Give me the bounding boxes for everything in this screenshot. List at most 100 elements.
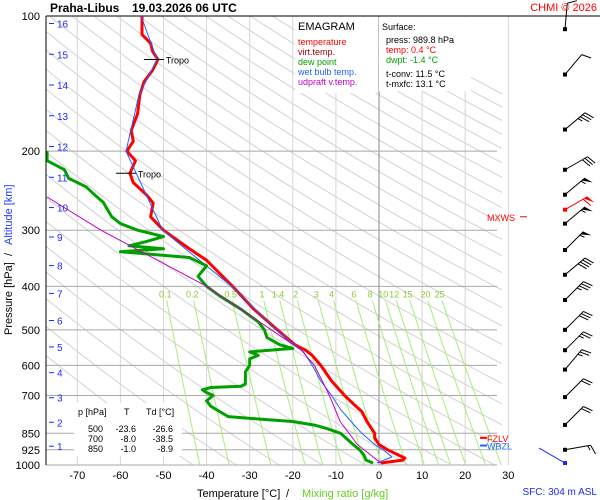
barb-feather — [583, 406, 593, 412]
pressure-tick-label: 500 — [22, 325, 40, 337]
barb-half-feather — [577, 353, 583, 357]
surface-box — [379, 17, 471, 91]
barb-shaft — [564, 156, 588, 171]
series-udpraft-v-temp- — [46, 196, 382, 464]
legend-title: EMAGRAM — [298, 21, 355, 33]
altitude-tick-label: 7 — [57, 289, 63, 300]
barb-feather — [583, 310, 593, 317]
mixing-ratio-label: 15 — [403, 290, 413, 300]
legend-updraft: udpraft v.temp. — [298, 77, 357, 87]
mixing-ratio-label: 0.5 — [224, 290, 237, 300]
x-axis-title: Temperature [°C] — [197, 488, 280, 500]
altitude-tick-label: 4 — [57, 369, 63, 380]
dry-adiabat — [71, 16, 502, 291]
wind-barb — [563, 331, 593, 353]
barb-half-feather — [580, 209, 586, 214]
dry-adiabat — [93, 16, 502, 274]
wind-barbs — [538, 0, 597, 466]
barb-feather — [581, 408, 591, 414]
wind-barb — [563, 378, 593, 400]
mixing-ratio-label: 0.1 — [159, 290, 172, 300]
pressure-tick-label: 100 — [22, 11, 40, 23]
legend-temperature: temperature — [298, 37, 347, 47]
altitude-tick-label: 3 — [57, 394, 63, 405]
mixing-ratio-label: 1 — [260, 290, 265, 300]
wind-barb — [563, 349, 592, 372]
level-table: p [hPa] T Td [°C] 500 -23.6 -26.6 700 -8… — [78, 407, 174, 454]
mixing-ratio-line — [409, 300, 467, 465]
wind-barb — [563, 112, 594, 132]
barb-shaft — [564, 231, 584, 251]
mixing-ratio-line — [166, 300, 201, 465]
temperature-tick-label: -20 — [285, 470, 301, 482]
max-wind-label: MXWS — [487, 213, 515, 223]
x-axis-title-mixing: Mixing ratio [g/kg] — [302, 488, 388, 500]
dry-adiabat — [183, 16, 502, 209]
altitude-tick-label: 11 — [57, 173, 68, 184]
altitude-tick-label: 1 — [57, 442, 63, 453]
barb-feather — [590, 445, 597, 455]
mixing-ratio-label: 6 — [351, 290, 356, 300]
barb-feather — [580, 261, 590, 268]
tropopause-label: Tropo — [138, 169, 161, 179]
mixing-ratio-line — [355, 300, 407, 465]
profiles — [45, 15, 407, 465]
y-axis-title-altitude: Altitude [km] — [3, 184, 15, 245]
altitude-tick-label: 5 — [57, 343, 63, 354]
barb-shaft — [564, 177, 586, 196]
barb-feather — [581, 349, 592, 354]
altitude-tick-label: 13 — [57, 112, 69, 123]
barb-half-feather — [580, 180, 586, 185]
barb-shaft — [564, 206, 586, 224]
dry-adiabat — [46, 49, 502, 346]
table-header-p: p [hPa] — [78, 407, 107, 417]
y-axis-separator: / — [3, 252, 15, 256]
temperature-tick-label: -40 — [199, 470, 215, 482]
barb-shaft — [564, 406, 584, 426]
barb-shaft — [564, 112, 586, 130]
barb-feather — [583, 378, 593, 384]
level-table-box — [74, 403, 182, 456]
barb-feather — [567, 0, 578, 4]
surface-tconv: t-conv: 11.5 °C — [386, 69, 445, 79]
dry-adiabat — [46, 88, 502, 385]
mixing-ratio-line — [441, 300, 502, 465]
table-header-t: T — [124, 407, 130, 417]
surface-dwpt: dwpt: -1.4 °C — [386, 55, 439, 65]
mixing-ratio-label: 8 — [368, 290, 373, 300]
altitude-tick-label: 6 — [57, 317, 63, 328]
mixing-ratio-label: 12 — [389, 290, 399, 300]
wind-barb — [563, 444, 597, 455]
surface-temp: temp: 0.4 °C — [386, 45, 437, 55]
mixing-ratio-label: 10 — [378, 290, 388, 300]
mixing-ratio-label: 3 — [314, 290, 319, 300]
barb-feather — [581, 54, 592, 59]
barb-feather — [578, 315, 589, 321]
barb-feather — [582, 114, 592, 121]
surface-title: Surface: — [382, 22, 416, 32]
dry-adiabat — [46, 68, 502, 365]
table-cell: 850 — [88, 444, 103, 454]
copyright: CHMI © 2026 — [530, 2, 597, 14]
altitude-tick-label: 15 — [57, 50, 69, 61]
legend-dew-point: dew point — [298, 57, 337, 67]
temperature-tick-label: -70 — [69, 470, 85, 482]
barb-shaft — [564, 3, 568, 30]
altitude-tick-label: 16 — [57, 20, 69, 31]
barb-shaft — [564, 349, 583, 370]
surface-tmxfc: t-mxfc: 13.1 °C — [386, 79, 446, 89]
mixing-ratio-line — [296, 300, 343, 465]
barb-feather — [581, 159, 591, 167]
dry-adiabat — [46, 30, 502, 327]
barb-half-feather — [578, 335, 584, 339]
barb-half-feather — [577, 118, 583, 122]
x-axis-separator: / — [286, 488, 290, 500]
temperature-tick-label: -10 — [328, 470, 344, 482]
mixing-ratio-label: 2 — [293, 290, 298, 300]
table-cell: 700 — [88, 434, 103, 444]
wind-barb — [563, 54, 592, 77]
barb-shaft — [564, 281, 584, 301]
barb-half-feather — [587, 445, 591, 451]
wind-barb — [563, 177, 593, 197]
